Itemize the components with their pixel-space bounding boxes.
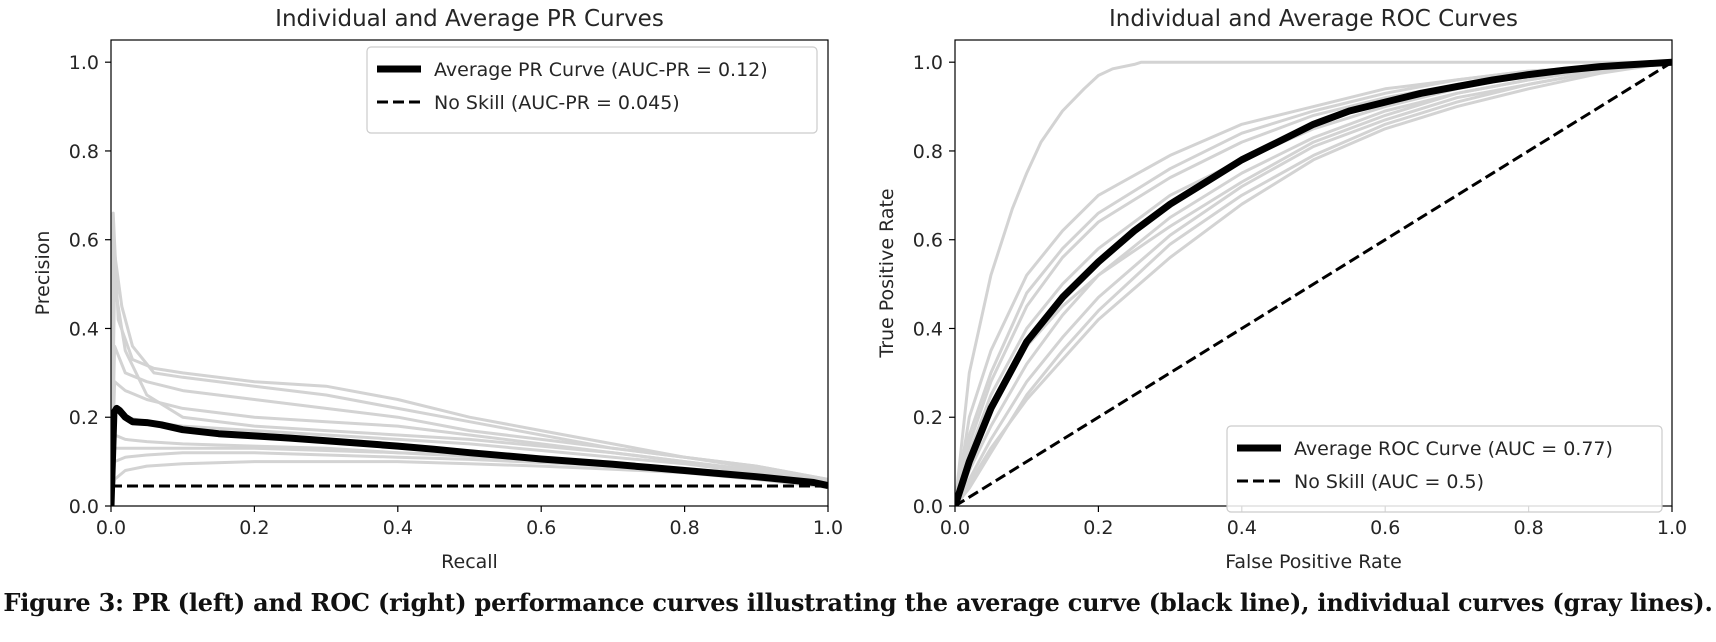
y-tick-label: 1.0 xyxy=(913,52,943,74)
y-tick-label: 0.4 xyxy=(913,318,943,340)
x-tick-label: 0.6 xyxy=(1370,517,1400,539)
y-tick-label: 0.0 xyxy=(69,496,99,518)
x-tick-label: 0.2 xyxy=(239,517,269,539)
y-tick-label: 0.8 xyxy=(69,141,99,163)
x-tick-label: 0.0 xyxy=(940,517,970,539)
individual-curve-7 xyxy=(955,60,1672,506)
chart-title: Individual and Average PR Curves xyxy=(275,6,664,32)
x-tick-label: 0.2 xyxy=(1083,517,1113,539)
x-tick-label: 1.0 xyxy=(1657,517,1687,539)
legend-box xyxy=(1226,425,1663,513)
x-tick-label: 0.0 xyxy=(96,517,126,539)
legend: Average ROC Curve (AUC = 0.77) No Skill (… xyxy=(1226,425,1663,513)
x-tick-label: 1.0 xyxy=(813,517,843,539)
no-skill-line xyxy=(955,60,1672,506)
y-tick-label: 0.6 xyxy=(69,230,99,252)
individual-curve-10 xyxy=(111,282,828,506)
roc-chart: 0.0 0.2 0.4 0.6 0.8 1.0 0.0 0.2 0.4 0.6 0.8 1.0 Indi… xyxy=(876,6,1687,573)
legend: Average PR Curve (AUC-PR = 0.12) No Skill… xyxy=(366,46,818,134)
individual-curve-2 xyxy=(955,60,1672,506)
y-tick-label: 0.8 xyxy=(913,141,943,163)
x-tick-label: 0.8 xyxy=(1513,517,1543,539)
x-tick-label: 0.6 xyxy=(526,517,556,539)
average-curve xyxy=(111,404,828,506)
pr-chart: 0.0 0.2 0.4 0.6 0.8 1.0 0.0 0.2 0.4 0.6 0.8 1.0 Indi… xyxy=(32,6,843,573)
individual-curve-11 xyxy=(955,60,1672,506)
y-axis-label: True Positive Rate xyxy=(876,188,898,358)
individual-curve-10 xyxy=(955,60,1672,506)
average-curve xyxy=(955,58,1672,506)
y-tick-label: 0.6 xyxy=(913,230,943,252)
figure-caption: Figure 3: PR (left) and ROC (right) perf… xyxy=(3,588,1713,617)
y-tick-label: 0.4 xyxy=(69,318,99,340)
legend-entry-label: No Skill (AUC-PR = 0.045) xyxy=(434,92,680,114)
legend-entry-label: Average PR Curve (AUC-PR = 0.12) xyxy=(434,59,768,81)
legend-entry-label: No Skill (AUC = 0.5) xyxy=(1294,471,1484,493)
legend-box xyxy=(366,46,818,134)
x-axis-label: Recall xyxy=(441,551,498,573)
y-axis-label: Precision xyxy=(32,231,54,316)
chart-title: Individual and Average ROC Curves xyxy=(1109,6,1518,32)
y-tick-label: 0.0 xyxy=(913,496,943,518)
y-tick-label: 1.0 xyxy=(69,52,99,74)
plot-area xyxy=(955,58,1672,506)
plot-area xyxy=(111,211,828,506)
x-tick-label: 0.4 xyxy=(383,517,413,539)
legend-entry-label: Average ROC Curve (AUC = 0.77) xyxy=(1294,438,1613,460)
axes-frame xyxy=(110,39,829,507)
y-tick-label: 0.2 xyxy=(69,407,99,429)
y-tick-label: 0.2 xyxy=(913,407,943,429)
x-tick-label: 0.4 xyxy=(1227,517,1257,539)
x-axis-label: False Positive Rate xyxy=(1225,551,1402,573)
individual-curve-4 xyxy=(111,344,828,506)
x-tick-label: 0.8 xyxy=(669,517,699,539)
